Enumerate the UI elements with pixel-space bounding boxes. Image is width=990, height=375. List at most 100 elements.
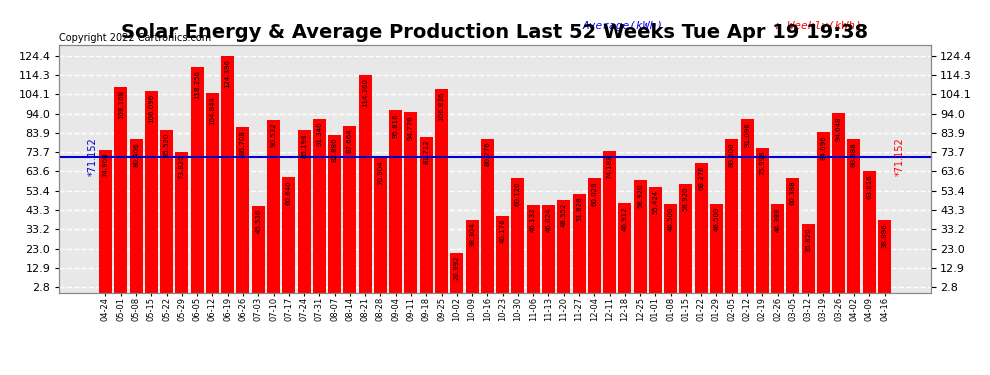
Text: 80.500: 80.500 <box>729 142 735 167</box>
Bar <box>634 180 646 292</box>
Text: 94.048: 94.048 <box>836 116 842 141</box>
Text: 74.188: 74.188 <box>607 154 613 179</box>
Bar <box>405 112 418 292</box>
Bar <box>374 158 387 292</box>
Text: 94.776: 94.776 <box>408 115 414 140</box>
Text: 46.912: 46.912 <box>622 206 628 231</box>
Bar <box>572 194 585 292</box>
Text: 85.520: 85.520 <box>163 132 169 157</box>
Bar <box>802 224 815 292</box>
Text: 38.096: 38.096 <box>881 223 887 248</box>
Bar <box>862 171 876 292</box>
Bar <box>130 140 143 292</box>
Text: 80.388: 80.388 <box>851 142 857 167</box>
Bar <box>145 90 157 292</box>
Text: 38.304: 38.304 <box>469 222 475 247</box>
Bar <box>313 118 326 292</box>
Bar <box>282 177 295 292</box>
Bar <box>878 220 891 292</box>
Title: Solar Energy & Average Production Last 52 Weeks Tue Apr 19 19:38: Solar Energy & Average Production Last 5… <box>122 23 868 42</box>
Bar <box>512 178 525 292</box>
Bar <box>695 162 708 292</box>
Bar <box>389 110 402 292</box>
Text: *71.152: *71.152 <box>895 138 905 176</box>
Bar <box>786 177 799 292</box>
Text: 85.196: 85.196 <box>301 133 307 158</box>
Bar <box>648 187 662 292</box>
Text: 48.552: 48.552 <box>560 203 566 227</box>
Bar <box>710 204 723 292</box>
Text: 40.176: 40.176 <box>500 219 506 243</box>
Text: 60.388: 60.388 <box>790 180 796 205</box>
Text: 124.396: 124.396 <box>225 58 231 87</box>
Text: 45.536: 45.536 <box>255 209 261 233</box>
Text: 46.500: 46.500 <box>667 207 673 231</box>
Text: 56.920: 56.920 <box>683 187 689 211</box>
Text: 60.028: 60.028 <box>591 181 597 206</box>
Text: 35.820: 35.820 <box>805 227 811 252</box>
Bar <box>99 150 112 292</box>
Text: 46.500: 46.500 <box>714 207 720 231</box>
Bar <box>481 139 494 292</box>
Bar <box>542 205 555 292</box>
Bar <box>664 204 677 292</box>
Text: 74.908: 74.908 <box>103 153 109 177</box>
Text: 63.616: 63.616 <box>866 174 872 199</box>
Text: 86.708: 86.708 <box>240 130 246 155</box>
Bar <box>557 200 570 292</box>
Text: 91.096: 91.096 <box>744 122 750 147</box>
Bar <box>191 68 204 292</box>
Text: 108.108: 108.108 <box>118 90 124 119</box>
Bar <box>679 184 692 292</box>
Text: 46.024: 46.024 <box>545 208 551 232</box>
Text: 84.096: 84.096 <box>821 135 827 160</box>
Bar <box>527 205 540 292</box>
Text: 46.132: 46.132 <box>531 207 537 232</box>
Bar <box>251 206 264 292</box>
Bar <box>741 119 753 292</box>
Bar <box>175 152 188 292</box>
Bar <box>267 120 280 292</box>
Bar <box>771 204 784 292</box>
Bar <box>328 135 342 292</box>
Bar <box>847 140 860 292</box>
Bar <box>420 137 433 292</box>
Bar <box>726 139 739 292</box>
Text: 106.096: 106.096 <box>148 93 154 123</box>
Bar <box>114 87 128 292</box>
Text: 104.844: 104.844 <box>210 96 216 124</box>
Text: 58.920: 58.920 <box>638 183 644 208</box>
Text: : Weekly(kWh): : Weekly(kWh) <box>774 21 861 32</box>
Bar <box>206 93 219 292</box>
Bar <box>619 203 632 292</box>
Bar <box>817 132 830 292</box>
Text: 118.256: 118.256 <box>194 70 200 99</box>
Text: 60.120: 60.120 <box>515 181 521 206</box>
Text: 60.640: 60.640 <box>286 180 292 204</box>
Bar <box>221 56 235 292</box>
Bar <box>450 252 463 292</box>
Bar <box>588 178 601 292</box>
Text: 82.880: 82.880 <box>332 138 338 162</box>
Bar <box>298 130 311 292</box>
Text: 87.664: 87.664 <box>346 129 352 153</box>
Text: 75.996: 75.996 <box>759 151 765 175</box>
Text: 70.904: 70.904 <box>377 160 383 185</box>
Text: Copyright 2022 Cartronics.com: Copyright 2022 Cartronics.com <box>59 33 212 42</box>
Text: 106.836: 106.836 <box>439 92 445 121</box>
Text: *71.152: *71.152 <box>88 138 98 176</box>
Text: 91.340: 91.340 <box>317 122 323 146</box>
Text: 73.820: 73.820 <box>179 155 185 180</box>
Text: 80.406: 80.406 <box>133 142 139 167</box>
Bar <box>496 216 509 292</box>
Bar <box>833 114 845 292</box>
Text: 51.828: 51.828 <box>576 196 582 221</box>
Text: 114.260: 114.260 <box>362 78 368 107</box>
Text: 55.424: 55.424 <box>652 190 658 214</box>
Text: 68.276: 68.276 <box>698 165 704 190</box>
Bar <box>603 151 616 292</box>
Text: 20.992: 20.992 <box>453 255 459 280</box>
Bar <box>358 75 371 292</box>
Bar <box>344 126 356 292</box>
Text: Average(kWh): Average(kWh) <box>582 21 663 32</box>
